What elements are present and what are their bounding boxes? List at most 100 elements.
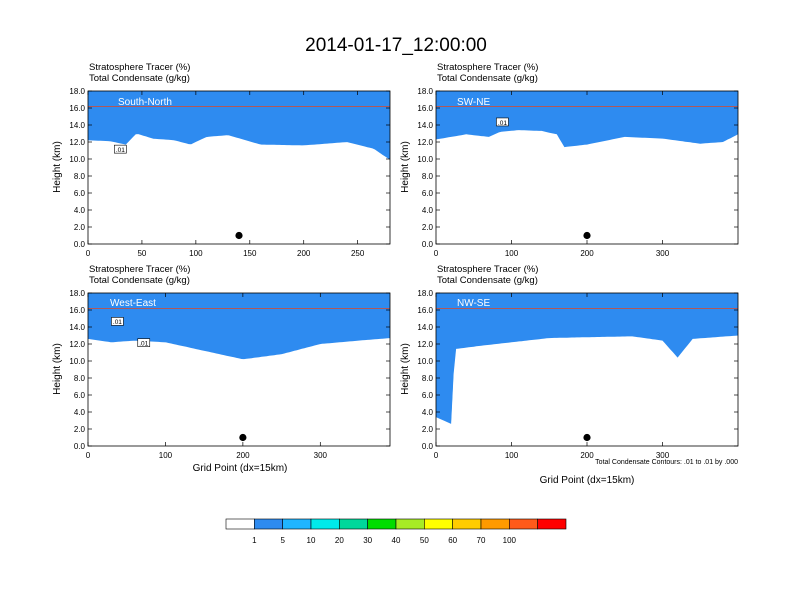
- colorbar-swatch: [254, 518, 283, 530]
- contour-label-box: [114, 144, 127, 154]
- colorbar-swatch: [282, 518, 312, 530]
- x-tick-label: 0: [86, 451, 91, 460]
- plot-frame: [87, 292, 391, 447]
- y-tick-label: 6.0: [422, 189, 434, 198]
- x-tick-label: 250: [351, 249, 365, 258]
- y-tick-label: 4.0: [422, 408, 434, 417]
- plot-area: .01 0.0 2.0 4.0 6.0 8.0 10.0 12.0 14.0 16.0 18.0 0 5…: [69, 87, 391, 258]
- colorbar-label: 100: [503, 536, 517, 545]
- plot-frame: [87, 90, 391, 245]
- y-tick-label: 12.0: [417, 340, 433, 349]
- colorbar-label: 70: [477, 536, 486, 545]
- panel-variable-2: Total Condensate (g/kg): [89, 73, 190, 84]
- x-tick-label: 300: [656, 249, 670, 258]
- colorbar-swatch: [509, 518, 538, 530]
- y-axis-title: Height (km): [52, 141, 63, 193]
- y-tick-label: 6.0: [74, 391, 86, 400]
- x-tick-label: 0: [434, 249, 439, 258]
- colorbar-label: 60: [448, 536, 457, 545]
- y-tick-label: 10.0: [417, 357, 433, 366]
- y-tick-label: 4.0: [422, 206, 434, 215]
- y-tick-label: 18.0: [69, 289, 85, 298]
- plot-area: 0.0 2.0 4.0 6.0 8.0 10.0 12.0 14.0 16.0 18.0 0 100 2…: [417, 289, 739, 460]
- y-tick-label: 14.0: [417, 121, 433, 130]
- y-tick-label: 0.0: [74, 442, 86, 451]
- colorbar-label: 50: [420, 536, 429, 545]
- contour-note: Total Condensate Contours: .01 to .01 by…: [595, 459, 738, 466]
- panel-variable-1: Stratosphere Tracer (%): [437, 62, 538, 73]
- y-tick-label: 10.0: [69, 357, 85, 366]
- contour-label: .01: [139, 340, 148, 347]
- contour-label: .01: [116, 147, 125, 154]
- x-tick-label: 150: [243, 249, 257, 258]
- y-tick-label: 0.0: [74, 240, 86, 249]
- y-tick-label: 16.0: [417, 306, 433, 315]
- colorbar-label: 5: [280, 536, 285, 545]
- y-tick-label: 18.0: [417, 87, 433, 96]
- y-tick-label: 8.0: [422, 172, 434, 181]
- y-tick-label: 6.0: [422, 391, 434, 400]
- region-label: NW-SE: [457, 298, 490, 309]
- x-tick-label: 300: [314, 451, 328, 460]
- y-tick-label: 16.0: [69, 306, 85, 315]
- y-tick-label: 12.0: [69, 340, 85, 349]
- y-axis-title: Height (km): [400, 343, 411, 395]
- y-tick-label: 12.0: [69, 138, 85, 147]
- panel-variable-2: Total Condensate (g/kg): [89, 275, 190, 286]
- plot-area: .01 0.0 2.0 4.0 6.0 8.0 10.0 12.0 14.0 16.0 18.0 0 1…: [417, 87, 739, 258]
- x-tick-label: 100: [505, 451, 519, 460]
- region-label: West-East: [110, 298, 156, 309]
- panel-sw-ne: Stratosphere Tracer (%) Total Condensate…: [400, 62, 739, 258]
- colorbar-label: 10: [307, 536, 316, 545]
- panel-west-east: Stratosphere Tracer (%) Total Condensate…: [52, 264, 391, 474]
- colorbar-label: 1: [252, 536, 257, 545]
- y-tick-label: 6.0: [74, 189, 86, 198]
- contour-label-box: [496, 117, 509, 127]
- x-tick-label: 200: [580, 451, 594, 460]
- x-tick-label: 0: [434, 451, 439, 460]
- location-marker: [239, 433, 247, 442]
- y-tick-label: 2.0: [74, 425, 86, 434]
- colorbar-swatch: [424, 518, 453, 530]
- contour-label: .01: [498, 120, 507, 127]
- plot-area: .01 .01 0.0 2.0 4.0 6.0 8.0 10.0 12.0 14.0 16.0 18.…: [69, 289, 391, 460]
- tracer-band-1: [88, 91, 390, 160]
- colorbar-swatch: [395, 518, 425, 530]
- y-tick-label: 18.0: [69, 87, 85, 96]
- x-tick-label: 200: [580, 249, 594, 258]
- y-tick-label: 8.0: [74, 374, 86, 383]
- panel-variable-2: Total Condensate (g/kg): [437, 275, 538, 286]
- y-tick-label: 8.0: [74, 172, 86, 181]
- y-axis-title: Height (km): [52, 343, 63, 395]
- y-tick-label: 10.0: [69, 155, 85, 164]
- tracer-band-1: [436, 293, 738, 424]
- y-tick-label: 4.0: [74, 408, 86, 417]
- panel-south-north: Stratosphere Tracer (%) Total Condensate…: [52, 62, 391, 258]
- y-tick-label: 10.0: [417, 155, 433, 164]
- x-tick-label: 50: [137, 249, 146, 258]
- colorbar-swatch: [225, 518, 255, 530]
- y-tick-label: 2.0: [74, 223, 86, 232]
- x-tick-label: 0: [86, 249, 91, 258]
- contour-label-box: [111, 317, 124, 326]
- location-marker: [583, 433, 591, 442]
- y-axis-title: Height (km): [400, 141, 411, 193]
- colorbar-label: 20: [335, 536, 344, 545]
- x-tick-label: 100: [505, 249, 519, 258]
- colorbar-swatch: [367, 518, 397, 530]
- colorbar-label: 40: [392, 536, 401, 545]
- x-tick-label: 100: [159, 451, 173, 460]
- region-label: SW-NE: [457, 97, 490, 108]
- colorbar-swatch: [480, 518, 510, 530]
- panel-nw-se: Stratosphere Tracer (%) Total Condensate…: [400, 264, 739, 486]
- y-tick-label: 16.0: [417, 104, 433, 113]
- panel-variable-1: Stratosphere Tracer (%): [89, 264, 190, 275]
- y-tick-label: 0.0: [422, 442, 434, 451]
- colorbar-swatch: [339, 518, 368, 530]
- colorbar-swatch: [452, 518, 482, 530]
- y-tick-label: 16.0: [69, 104, 85, 113]
- y-tick-label: 8.0: [422, 374, 434, 383]
- x-tick-label: 200: [236, 451, 250, 460]
- y-tick-label: 12.0: [417, 138, 433, 147]
